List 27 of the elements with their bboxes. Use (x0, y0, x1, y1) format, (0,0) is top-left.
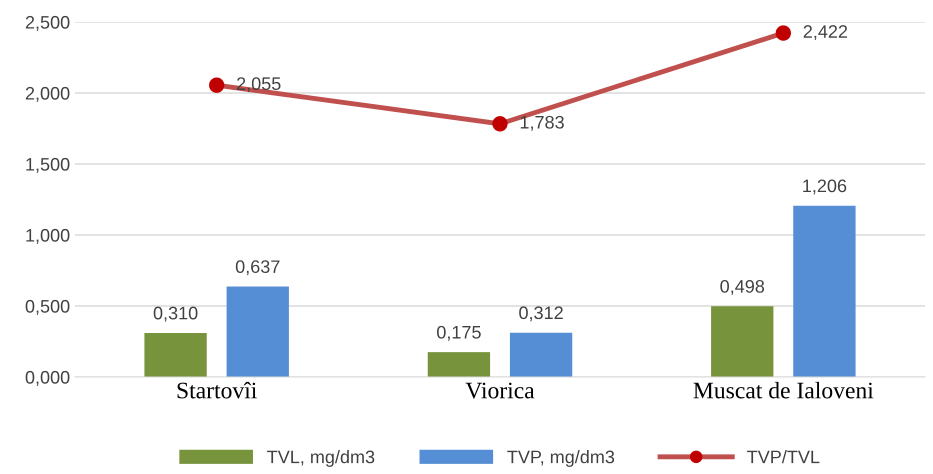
legend-label: TVP/TVL (747, 450, 820, 464)
data-label: 0,498 (720, 280, 764, 295)
x-tick-label: Viorica (466, 382, 534, 399)
x-tick-label: Startovîi (178, 382, 257, 398)
legend-label: TVP, mg/dm3 (507, 450, 614, 467)
data-label: 2,422 (804, 25, 848, 40)
bar (510, 332, 572, 377)
y-tick-label: 1,000 (26, 228, 70, 244)
data-label: 0,175 (437, 326, 481, 341)
bar (711, 306, 774, 377)
bar (793, 206, 856, 377)
bar (428, 352, 490, 377)
data-label: 0,637 (236, 260, 280, 276)
data-label: 2,055 (237, 77, 281, 92)
y-tick-label: 0,000 (26, 370, 70, 386)
data-label: 1,206 (803, 179, 846, 194)
y-tick-label: 2,500 (26, 16, 70, 31)
bar (144, 332, 207, 377)
bar (226, 286, 289, 377)
data-label: 0,312 (519, 306, 563, 322)
y-tick-label: 0,500 (26, 300, 70, 315)
data-label: 1,783 (520, 116, 564, 131)
y-tick-label: 2,000 (26, 86, 70, 102)
x-tick-label: Muscat de Ialoveni (694, 382, 874, 398)
legend-label: TVL, mg/dm3 (267, 450, 374, 467)
y-tick-label: 1,500 (26, 158, 70, 173)
data-label: 0,310 (154, 306, 198, 322)
